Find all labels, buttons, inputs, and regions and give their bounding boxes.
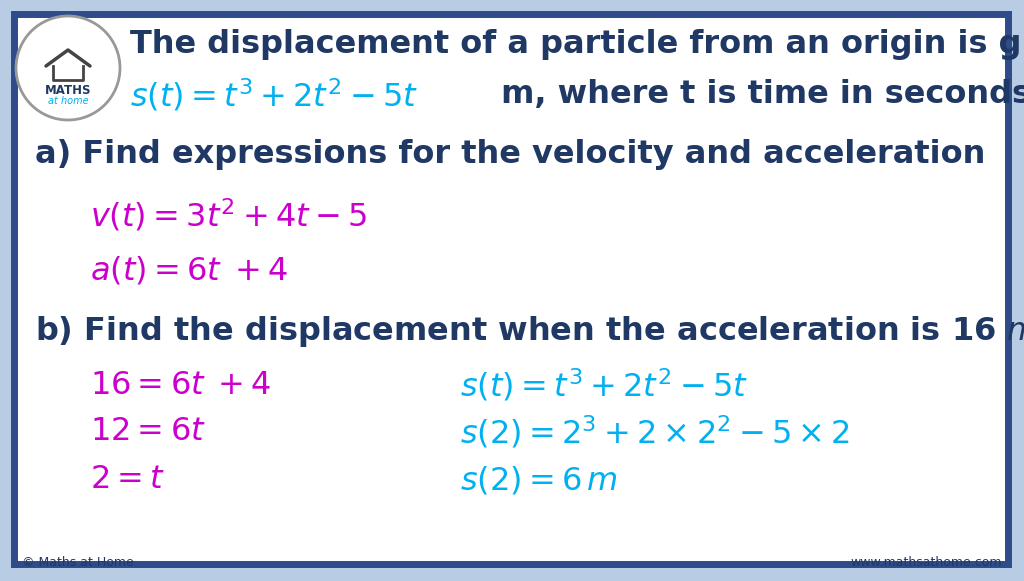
- Circle shape: [16, 16, 120, 120]
- Text: $2 = t$: $2 = t$: [90, 464, 165, 496]
- Text: $a(t) = 6t\; + 4$: $a(t) = 6t\; + 4$: [90, 254, 288, 286]
- Text: $s(2) = 6\,m$: $s(2) = 6\,m$: [460, 464, 617, 496]
- Text: $12 = 6t$: $12 = 6t$: [90, 417, 206, 447]
- Text: at home: at home: [48, 96, 88, 106]
- Text: $16 = 6t\; + 4$: $16 = 6t\; + 4$: [90, 370, 271, 400]
- Text: b) Find the displacement when the acceleration is 16 $ms^{-2}$.: b) Find the displacement when the accele…: [35, 310, 1024, 350]
- Text: MATHS: MATHS: [45, 84, 91, 97]
- Text: The displacement of a particle from an origin is given by: The displacement of a particle from an o…: [130, 30, 1024, 60]
- FancyBboxPatch shape: [14, 14, 1008, 564]
- Text: $s(t) = t^3 + 2t^2 - 5t$: $s(t) = t^3 + 2t^2 - 5t$: [130, 77, 418, 113]
- Text: © Maths at Home: © Maths at Home: [22, 555, 134, 568]
- Text: $v(t) = 3t^2 + 4t - 5$: $v(t) = 3t^2 + 4t - 5$: [90, 196, 367, 234]
- Text: a) Find expressions for the velocity and acceleration: a) Find expressions for the velocity and…: [35, 139, 985, 170]
- Text: m, where t is time in seconds.: m, where t is time in seconds.: [490, 80, 1024, 110]
- Text: $s(2) = 2^3 + 2 \times 2^2 - 5 \times 2$: $s(2) = 2^3 + 2 \times 2^2 - 5 \times 2$: [460, 414, 850, 450]
- Text: www.mathsathome.com: www.mathsathome.com: [851, 555, 1002, 568]
- Text: $s(t) = t^3 + 2t^2 - 5t$: $s(t) = t^3 + 2t^2 - 5t$: [460, 367, 748, 403]
